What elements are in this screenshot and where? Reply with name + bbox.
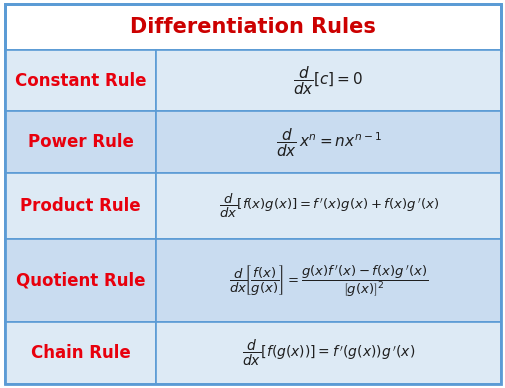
Text: $\dfrac{d}{dx}\!\left[\dfrac{f(x)}{g(x)}\right] = \dfrac{g(x)f\,'(x) - f(x)g\,'(: $\dfrac{d}{dx}\!\left[\dfrac{f(x)}{g(x)}… — [228, 263, 428, 298]
Text: $\dfrac{d}{dx}\,x^n = nx^{n-1}$: $\dfrac{d}{dx}\,x^n = nx^{n-1}$ — [275, 126, 381, 159]
Text: Quotient Rule: Quotient Rule — [16, 272, 145, 289]
Bar — [5, 239, 156, 322]
Text: Differentiation Rules: Differentiation Rules — [130, 17, 375, 37]
Text: Chain Rule: Chain Rule — [31, 344, 130, 362]
Bar — [5, 111, 156, 173]
Bar — [5, 322, 156, 384]
Bar — [156, 322, 500, 384]
Bar — [156, 50, 500, 111]
Bar — [5, 173, 156, 239]
Bar — [156, 239, 500, 322]
Bar — [5, 50, 156, 111]
Bar — [5, 4, 500, 50]
Text: Product Rule: Product Rule — [20, 197, 141, 215]
Text: Constant Rule: Constant Rule — [15, 71, 146, 90]
Text: Power Rule: Power Rule — [28, 133, 133, 151]
Bar — [156, 111, 500, 173]
Bar — [156, 173, 500, 239]
Text: $\dfrac{d}{dx}[f(x)g(x)] = f\,'(x)g(x) + f(x)g\,'(x)$: $\dfrac{d}{dx}[f(x)g(x)] = f\,'(x)g(x) +… — [218, 192, 438, 220]
Text: $\dfrac{d}{dx}[c] = 0$: $\dfrac{d}{dx}[c] = 0$ — [293, 64, 363, 97]
Text: $\dfrac{d}{dx}\left[f(g(x))\right] = f\,'(g(x))g\,'(x)$: $\dfrac{d}{dx}\left[f(g(x))\right] = f\,… — [241, 338, 415, 369]
